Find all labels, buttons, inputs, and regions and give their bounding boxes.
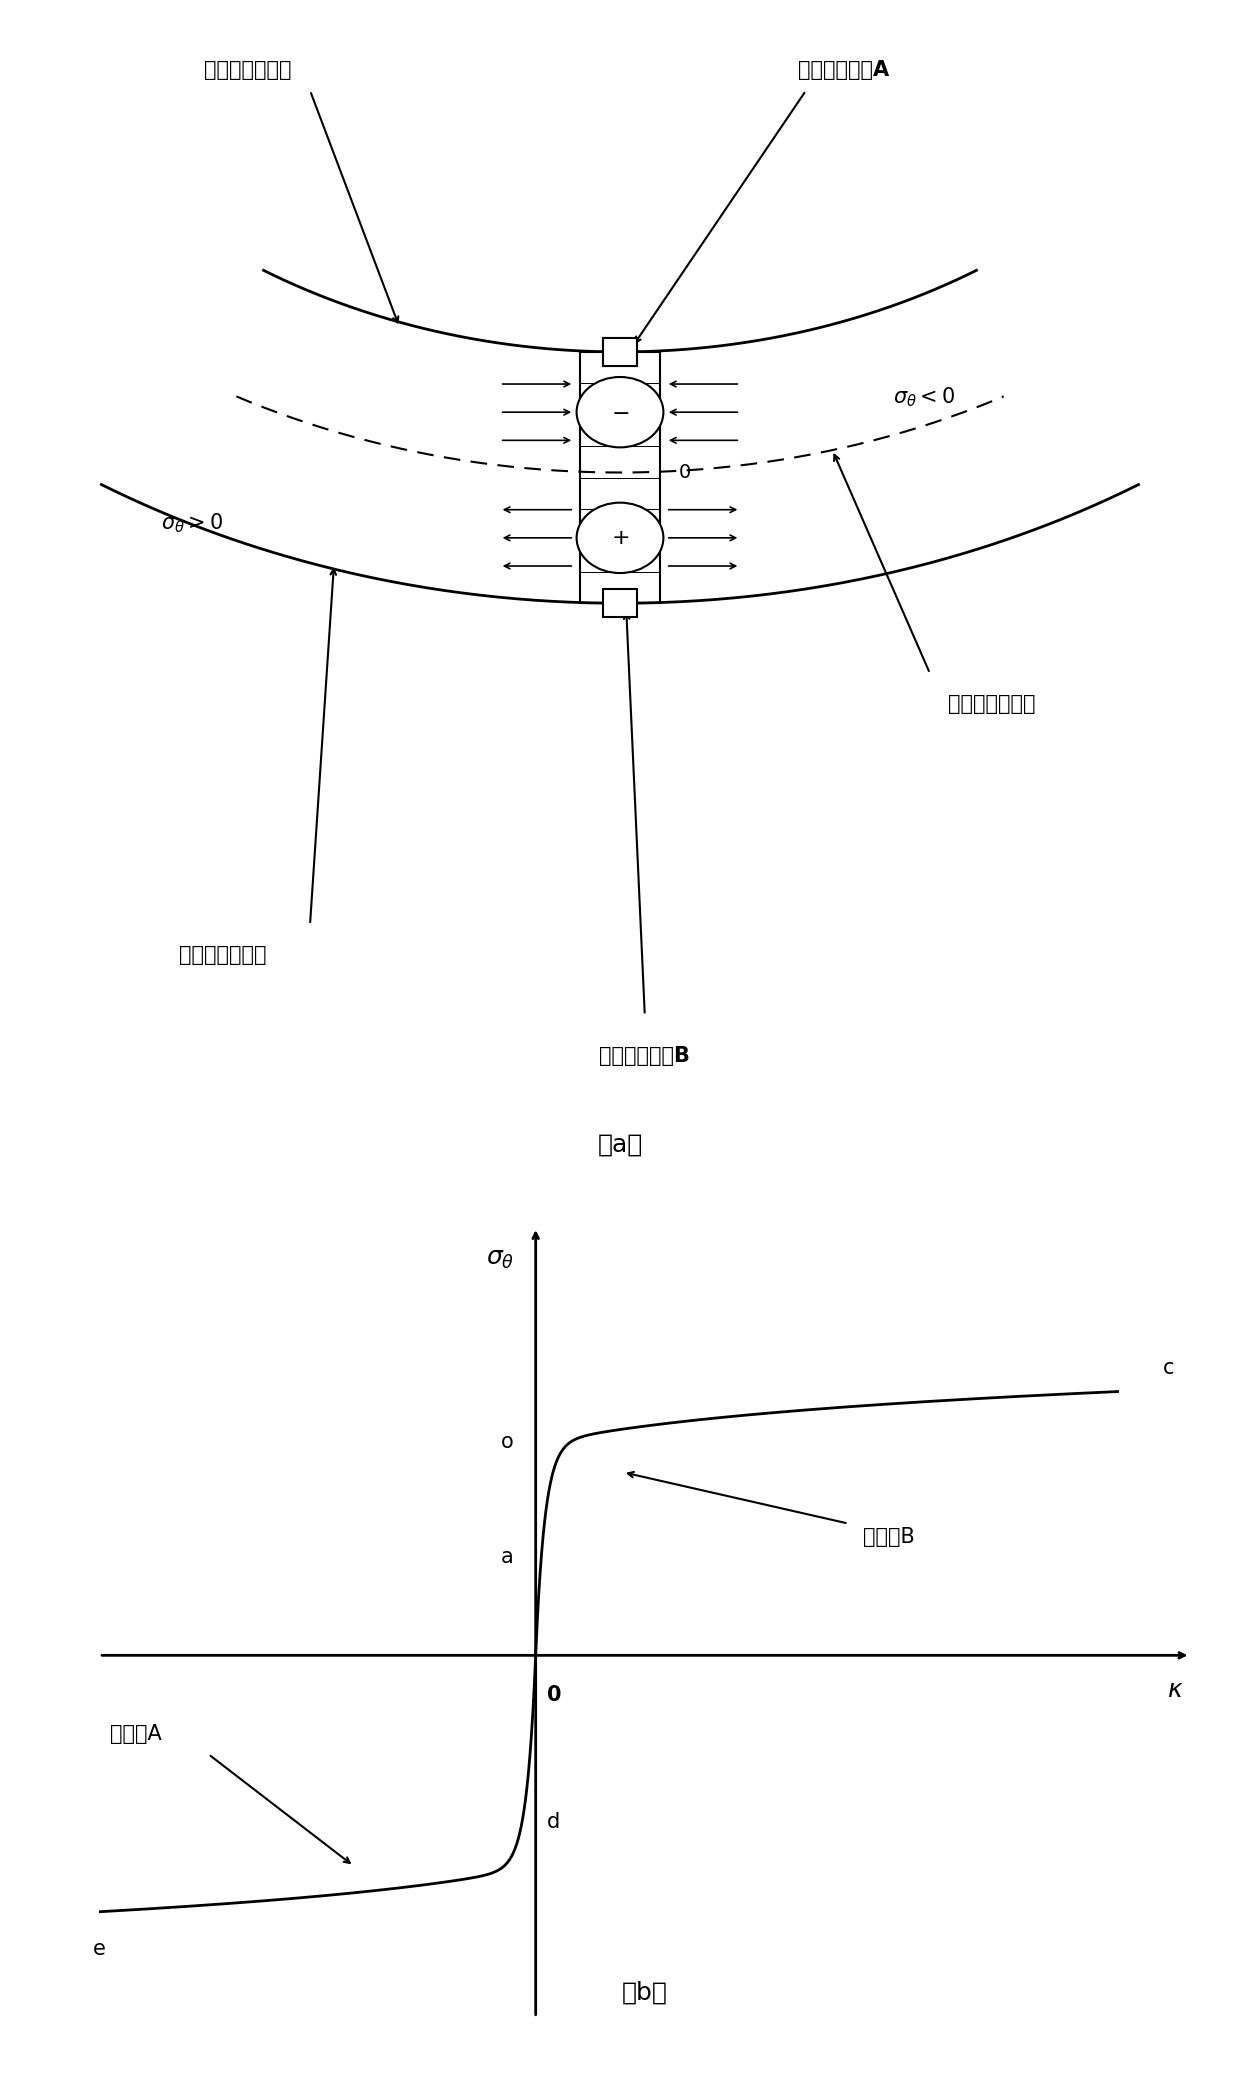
Text: d: d [547,1812,559,1832]
Text: （a）: （a） [598,1132,642,1156]
Circle shape [577,376,663,447]
Bar [580,352,660,603]
Text: 板料弯曲内表面: 板料弯曲内表面 [205,60,291,81]
Text: $\sigma_\theta<0$: $\sigma_\theta<0$ [893,385,955,410]
Text: o: o [501,1433,513,1452]
Bar [603,589,637,618]
Text: 弯曲板料中性面: 弯曲板料中性面 [949,695,1035,713]
Text: c: c [1163,1358,1174,1379]
Text: 0: 0 [547,1685,560,1706]
Text: 板料弯曲外表面: 板料弯曲外表面 [180,944,267,965]
Bar [603,337,637,366]
Text: e: e [93,1939,105,1959]
Text: （b）: （b） [622,1980,667,2005]
Circle shape [577,503,663,572]
Text: 内表面微元体A: 内表面微元体A [797,60,889,81]
Text: $+$: $+$ [611,528,629,547]
Text: $\sigma_\theta>0$: $\sigma_\theta>0$ [161,512,223,535]
Text: $-$: $-$ [611,401,629,422]
Text: 微元体A: 微元体A [109,1724,161,1745]
Text: 微元体B: 微元体B [863,1527,915,1548]
Text: 0: 0 [678,464,691,483]
Text: κ: κ [1168,1679,1183,1701]
Text: $\sigma_\theta$: $\sigma_\theta$ [486,1246,513,1271]
Text: a: a [501,1548,513,1566]
Text: 外表面微元体B: 外表面微元体B [599,1046,691,1065]
